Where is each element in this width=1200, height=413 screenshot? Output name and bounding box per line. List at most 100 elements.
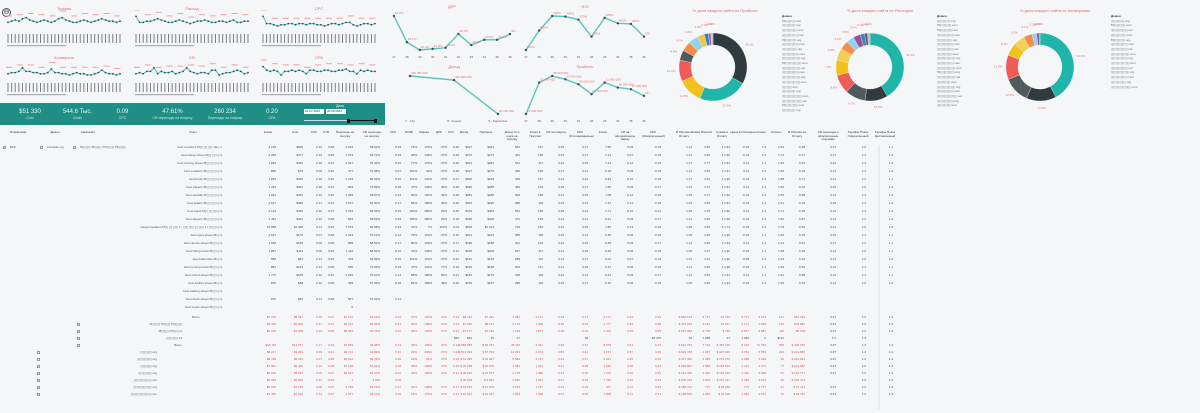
expand-toggle-icon[interactable] [3, 146, 6, 149]
column-header[interactable]: Ключ [189, 130, 197, 134]
legend-item[interactable]: ▯▯▯▯▯▯▯▯▯▯▯.net [782, 65, 806, 70]
legend-item[interactable]: ▯▯▯▯▯▯▯▯▯▯▯▯.com [1111, 84, 1138, 89]
legend-item[interactable]: ▯▯▯▯▯▯▯▯▯▯.com [937, 61, 961, 66]
table-row[interactable]: best walking shoes Ⅿ▯▯ ▯▯ 1 [0, 289, 880, 294]
legend-item[interactable]: ▯▯▯▯▯▯▯▯▯▯▯.org [937, 84, 961, 89]
expand-toggle-icon[interactable] [77, 330, 80, 333]
column-header[interactable]: Сумма в Оплату [716, 130, 728, 138]
column-header[interactable]: Клики [263, 130, 273, 134]
column-header[interactable]: Cost [291, 130, 299, 134]
summary-row[interactable]: ▯▯▯▯▯▯▯ 24 $62 $62 20 27 38 $2 475 16 7 998 17 1 0… [0, 336, 880, 341]
expand-toggle-icon[interactable] [40, 146, 43, 149]
table-row[interactable]: best leather shoes Ⅿ▯▯ 1 870 $88 0.10 0.06 49… [0, 281, 893, 286]
legend-item[interactable]: ▯▯▯▯▯▯▯▯▯▯.com [1111, 75, 1135, 80]
expand-toggle-icon[interactable] [37, 372, 40, 375]
date-to-input[interactable]: 30.09.2022 [326, 109, 346, 114]
column-header[interactable]: Оплаты [770, 130, 782, 134]
legend-item[interactable]: Ⅿ▯▯▯▯▯▯▯▯▯▯.com [782, 61, 808, 66]
legend-item[interactable]: ▯▯▯▯▯▯▯▯.org [782, 108, 801, 113]
column-header[interactable]: CR переходы на покупку [362, 130, 382, 138]
legend-item[interactable]: ▯▯▯▯▯▯▯▯▯▯.net [1111, 65, 1133, 70]
legend-item[interactable]: ▯▯▯▯▯▯▯▯▯▯▯.org [782, 75, 806, 80]
table-row[interactable]: best cheap shoes Ⅿ▯▯ ▯▯ ▯▯ 1 2 038 $477 0.1… [0, 153, 893, 158]
legend-item[interactable]: ▯▯▯▯▯▯▯▯▯▯▯.net [937, 75, 961, 80]
legend-item[interactable]: Ⅿ▯▯▯▯▯▯▯▯▯.org [937, 70, 960, 75]
expand-toggle-icon[interactable] [37, 365, 40, 368]
column-header[interactable]: CPC (Оформленный) [642, 130, 665, 138]
table-row[interactable]: best loafers Ⅿ▯▯ ▯▯▯ ▯▯ 1 2 517 $386 0.17 0.… [0, 201, 893, 206]
column-header[interactable]: В %Клики в Оплату [675, 130, 693, 138]
table-row[interactable]: best canvas shoes Ⅿ▯▯ ▯▯ 1 1 536 $148 0.09 0… [0, 241, 893, 246]
table-row[interactable]: best boots Ⅿ▯▯ ▯▯▯ ▯▯ 1 1 839 $336 0.18 0.10… [0, 177, 893, 182]
column-header[interactable]: CPA [390, 130, 396, 134]
expand-toggle-icon[interactable] [77, 344, 80, 347]
column-header[interactable]: В %Клики на Оплату [788, 130, 806, 138]
column-header[interactable]: Клики Покупки [691, 130, 713, 134]
back-icon[interactable]: ⊖ [2, 8, 11, 17]
expand-toggle-icon[interactable] [77, 323, 80, 326]
slider-handle-start[interactable] [347, 118, 351, 123]
vertical-scrollbar[interactable] [878, 145, 880, 410]
summary-row[interactable]: Ⅿ▯▯▯▯▯ Ⅿ▯▯▯▯ 2 $2 370 $1 438 0.12 0.08 $5 384… [0, 329, 893, 334]
legend-item[interactable]: ▯▯▯▯▯▯▯▯▯▯.com [782, 51, 806, 56]
column-header[interactable]: Маржа [419, 130, 429, 134]
column-header[interactable]: Loot Клики [750, 130, 766, 134]
column-header[interactable]: ROMI [405, 130, 413, 134]
legend-item[interactable]: Ⅿ▯▯▯▯▯▯▯.org [782, 37, 802, 42]
column-header[interactable]: ROI [448, 130, 454, 134]
table-row[interactable]: best hiking boots Ⅿ▯▯ ▯▯ 1 1 897 $113 0.06 0… [0, 249, 893, 254]
legend-item[interactable]: ▯▯▯▯▯▯▯▯.org [937, 18, 956, 23]
legend-item[interactable]: ▯▯▯▯▯▯▯▯▯▯.net [1111, 28, 1133, 33]
column-header[interactable]: Клики в Покупки [529, 130, 541, 138]
date-range-slider[interactable] [304, 118, 377, 123]
table-row[interactable]: best sandals Ⅿ▯▯ ▯▯ ▯▯▯ 1 1 921 $293 0.15 0.… [0, 193, 893, 198]
expand-toggle-icon[interactable] [37, 351, 40, 354]
column-header[interactable]: Прибыль [479, 130, 493, 134]
legend-item[interactable]: ▯▯▯▯▯▯▯▯.org [782, 23, 801, 28]
legend-item[interactable]: ▯▯▯▯▯▯▯▯▯▯▯.com [782, 79, 807, 84]
legend-item[interactable]: ▯▯▯▯▯▯▯▯▯▯.org [937, 98, 959, 103]
legend-item[interactable]: ▯▯▯▯▯▯▯▯▯▯▯.com [937, 65, 962, 70]
legend-item[interactable]: Ⅿ▯▯▯▯▯▯▯.com [937, 23, 958, 28]
expand-toggle-icon[interactable] [77, 337, 80, 340]
legend-item[interactable]: Ⅿ▯▯▯▯▯▯▯▯.net [937, 28, 958, 33]
legend-item[interactable]: ▯▯▯▯▯▯▯▯.com [937, 79, 957, 84]
summary-row[interactable]: ▯▯▯▯▯▯▯.org $8 217 $3 303 0.09 0.04 $4 714 62.… [0, 350, 893, 355]
legend-item[interactable]: ▯▯▯▯▯▯▯▯▯▯▯▯.net [782, 98, 807, 103]
column-header[interactable]: Тарифы Показ Доставленный [874, 130, 896, 138]
legend-item[interactable]: ▯▯▯▯▯▯▯▯▯▯.net [1111, 46, 1133, 51]
column-header[interactable]: Платформа [9, 130, 27, 134]
slider-handle-end[interactable] [374, 118, 377, 123]
legend-item[interactable]: ▯▯▯▯▯▯▯▯▯▯.com [782, 70, 806, 75]
legend-item[interactable]: ▯▯▯▯▯▯▯▯▯▯▯.org [782, 56, 806, 61]
table-row[interactable]: best sneakers Ⅿ▯▯ ▯▯ ▯▯▯ 1 896 $79 0.09 0.10… [0, 169, 893, 174]
summary-row[interactable]: ▯▯▯▯▯▯▯▯▯.org $8 768 $5 433 0.07 0.08 $3 612 5… [0, 357, 893, 362]
expand-toggle-icon[interactable] [37, 393, 40, 396]
column-header[interactable]: CR на оформленную заявку [614, 130, 636, 142]
summary-row[interactable]: ▯▯▯▯▯▯▯.org $7 951 $5 432 0.12 0.08 $7 109 60.… [0, 364, 893, 369]
legend-item[interactable]: Ⅿ▯▯▯▯▯▯▯.com [1111, 23, 1132, 28]
legend-item[interactable]: Ⅿ▯▯▯▯▯▯▯.org [1111, 37, 1131, 42]
total-row[interactable]: Всего $44 115 $14 077 0.17 0.04 $1 683 49.08% 0… [0, 343, 893, 348]
table-row[interactable]: best sport shoes Ⅿ▯▯ 1 2 527 $176 0.07 0.08 1… [0, 233, 893, 238]
legend-item[interactable]: ▯▯▯▯▯▯.info [782, 84, 798, 89]
column-header[interactable]: Переходы на покупку [335, 130, 355, 138]
legend-item[interactable]: ▯▯▯▯▯▯▯▯▯▯.com [937, 89, 961, 94]
legend-item[interactable]: ▯▯▯▯▯▯▯▯▯▯▯.com [1111, 51, 1136, 56]
table-row[interactable]: best dress shoes Ⅿ▯▯ ▯▯ 1 970 $62 0.11 0.08 5… [0, 297, 880, 302]
legend-item[interactable]: Ⅿ▯▯▯▯▯▯▯▯.com [782, 103, 805, 108]
legend-item[interactable]: ▯▯▯▯▯▯▯▯▯.com [1111, 32, 1133, 37]
column-header[interactable]: CPC [310, 130, 318, 134]
legend-item[interactable]: ▯▯▯▯▯▯▯▯▯.com [937, 51, 959, 56]
column-header[interactable]: CPC (Отслеживаемые) [569, 130, 595, 138]
column-header[interactable]: Доход [459, 130, 469, 134]
legend-item[interactable]: ▯▯▯▯▯▯▯▯▯▯.com [1111, 42, 1135, 47]
table-row[interactable]: best sneakers Ⅿ▯▯ ▯▯ ▯▯▯ (кв.) 1 4 196 $64… [0, 145, 893, 150]
legend-item[interactable]: ▯▯▯▯▯▯▯▯▯▯▯▯.com [782, 93, 809, 98]
legend-item[interactable]: ▯▯▯▯▯▯▯▯▯▯▯.org [1111, 70, 1135, 75]
legend-item[interactable]: ▯▯▯▯▯▯▯▯.org [1111, 18, 1130, 23]
table-row[interactable]: best trainers Ⅿ▯▯ ▯▯ ▯▯▯ 1 1 344 $381 0.28 0… [0, 185, 893, 190]
table-row[interactable]: best ballet flats Ⅿ▯▯ 1 580 $81 0.14 0.04 319… [0, 257, 893, 262]
legend-item[interactable]: ▯▯▯▯▯▯▯▯▯▯▯.org [937, 56, 961, 61]
column-header[interactable]: CR на покупку [546, 130, 566, 134]
